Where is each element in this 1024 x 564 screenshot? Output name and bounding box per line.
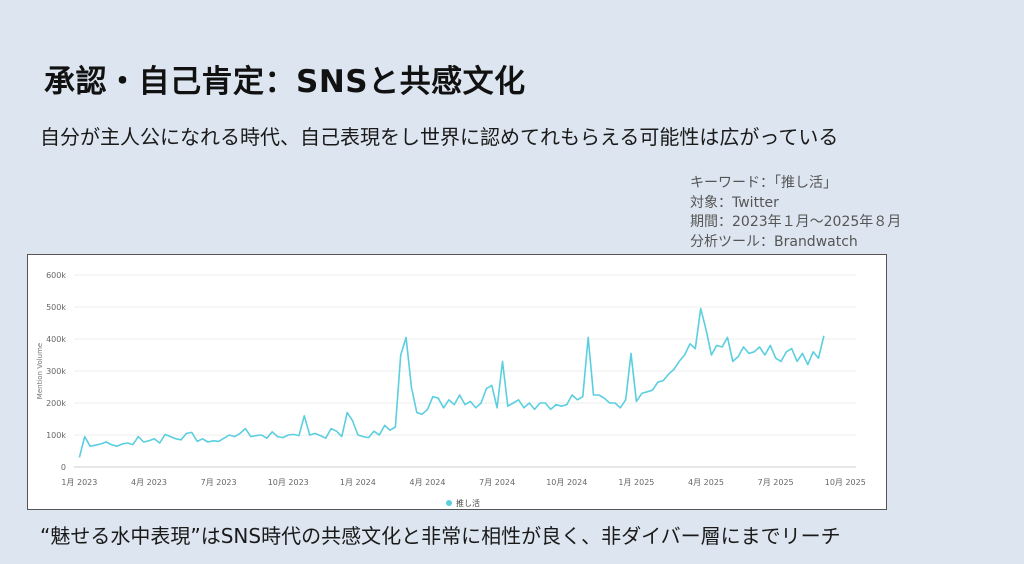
x-tick-label: 7月 2024 (479, 478, 515, 487)
y-tick-label: 0 (61, 463, 66, 472)
chart-svg: 0 100k 200k 300k 400k 500k 600k Mention Volume 1… (36, 271, 866, 508)
x-tick-label: 10月 2025 (825, 478, 866, 487)
x-tick-label: 1月 2023 (61, 478, 97, 487)
legend-label: 推し活 (456, 498, 480, 508)
y-tick-label: 300k (46, 367, 66, 376)
y-tick-label: 600k (46, 271, 66, 280)
x-tick-label: 4月 2024 (410, 478, 446, 487)
y-tick-label: 400k (46, 335, 66, 344)
y-tick-label: 100k (46, 431, 66, 440)
meta-target: 対象：Twitter (690, 194, 779, 211)
meta-period: 期間：2023年１月～2025年８月 (690, 214, 902, 230)
legend-marker (446, 500, 452, 506)
slide-footer: “魅せる水中表現”はSNS時代の共感文化と非常に相性が良く、非ダイバー層にまでリ… (40, 524, 841, 548)
y-axis-label: Mention Volume (36, 343, 44, 399)
meta-tool: 分析ツール：Brandwatch (690, 233, 858, 250)
x-tick-label: 7月 2023 (201, 478, 237, 487)
slide-subtitle: 自分が主人公になれる時代、自己表現をし世界に認めてれもらえる可能性は広がっている (40, 125, 839, 149)
x-tick-label: 7月 2025 (758, 478, 794, 487)
y-tick-label: 200k (46, 399, 66, 408)
analysis-meta: キーワード：「推し活」 対象：Twitter 期間：2023年１月～2025年８… (690, 174, 901, 252)
x-tick-label: 10月 2024 (546, 478, 587, 487)
y-tick-label: 500k (46, 303, 66, 312)
x-tick-label: 1月 2025 (618, 478, 654, 487)
meta-keyword: キーワード：「推し活」 (690, 175, 837, 191)
series-line (78, 307, 825, 458)
slide-title: 承認・自己肯定：SNSと共感文化 (44, 64, 526, 100)
x-tick-label: 4月 2025 (688, 478, 724, 487)
x-tick-label: 10月 2023 (268, 478, 309, 487)
x-tick-label: 1月 2024 (340, 478, 376, 487)
mention-volume-chart: 0 100k 200k 300k 400k 500k 600k Mention Volume 1… (27, 254, 887, 510)
x-tick-label: 4月 2023 (131, 478, 167, 487)
